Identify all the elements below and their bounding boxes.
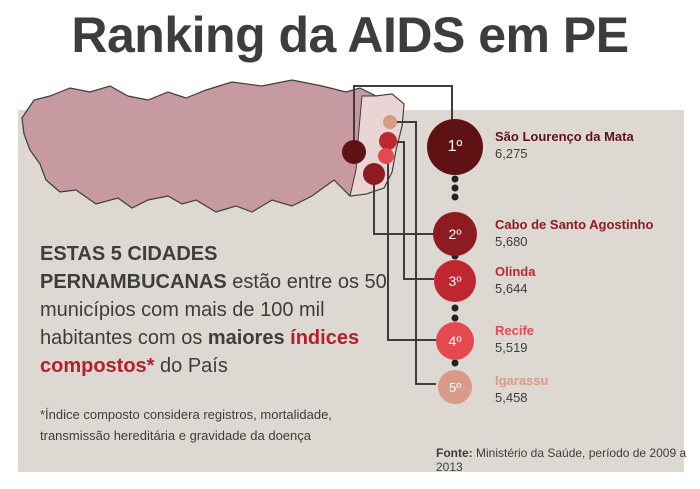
rank-circle-3: 3º xyxy=(434,260,476,302)
rank-circle-5: 5º xyxy=(438,370,472,404)
rank-label-3: 3º xyxy=(448,273,462,289)
source-label: Fonte: xyxy=(436,446,473,460)
dot-sep-a3 xyxy=(451,193,459,201)
city-entry-5: Igarassu 5,458 xyxy=(495,372,548,406)
dot-sep-c1 xyxy=(451,304,459,312)
city-value-4: 5,519 xyxy=(495,340,528,355)
footnote: *Índice composto considera registros, mo… xyxy=(40,407,332,443)
lead-highlight: ESTAS 5 CIDADES PERNAMBUCANAS xyxy=(40,243,227,293)
dot-sep-d1 xyxy=(451,359,459,367)
rank-label-2: 2º xyxy=(448,226,462,242)
city-value-1: 6,275 xyxy=(495,146,528,161)
dot-sep-a2 xyxy=(451,184,459,192)
city-value-5: 5,458 xyxy=(495,390,528,405)
city-value-2: 5,680 xyxy=(495,234,528,249)
rank-circle-4: 4º xyxy=(436,322,474,360)
source-text: Ministério da Saúde, período de 2009 a 2… xyxy=(436,446,687,474)
city-entry-1: São Lourenço da Mata 6,275 xyxy=(495,128,634,162)
rank-label-4: 4º xyxy=(448,333,462,349)
city-entry-4: Recife 5,519 xyxy=(495,322,534,356)
lead-paragraph: ESTAS 5 CIDADES PERNAMBUCANAS estão entr… xyxy=(40,240,400,380)
lead-red-emphasis: índices compostos* xyxy=(40,327,360,377)
map-dot-igarassu xyxy=(383,115,397,129)
rank-circle-1: 1º xyxy=(427,119,483,175)
map-dot-recife xyxy=(378,148,394,164)
source-note: Fonte: Ministério da Saúde, período de 2… xyxy=(436,446,700,474)
lead-tail: do País xyxy=(154,355,228,377)
lead-emphasis: maiores xyxy=(207,327,285,349)
map-dot-sao-lourenco xyxy=(342,140,366,164)
lead-body: estão entre os 50 municípios com mais de… xyxy=(40,271,387,349)
city-name-5: Igarassu xyxy=(495,373,549,388)
city-name-2: Cabo de Santo Agostinho xyxy=(495,217,654,232)
dot-sep-a1 xyxy=(451,175,459,183)
city-name-1: São Lourenço da Mata xyxy=(495,129,634,144)
city-name-3: Olinda xyxy=(495,264,536,279)
map-dot-cabo xyxy=(363,163,385,185)
rank-label-1: 1º xyxy=(447,138,463,155)
connector-2 xyxy=(373,176,434,235)
city-value-3: 5,644 xyxy=(495,281,528,296)
rank-label-5: 5º xyxy=(449,379,461,395)
city-entry-2: Cabo de Santo Agostinho 5,680 xyxy=(495,216,653,250)
connector-5 xyxy=(390,121,436,385)
connector-1 xyxy=(353,85,453,150)
city-name-4: Recife xyxy=(495,323,535,338)
dot-sep-c2 xyxy=(451,314,459,322)
page-title: Ranking da AIDS em PE xyxy=(71,7,629,63)
city-entry-3: Olinda 5,644 xyxy=(495,263,535,297)
rank-circle-2: 2º xyxy=(433,212,477,256)
map-dot-olinda xyxy=(379,132,397,150)
